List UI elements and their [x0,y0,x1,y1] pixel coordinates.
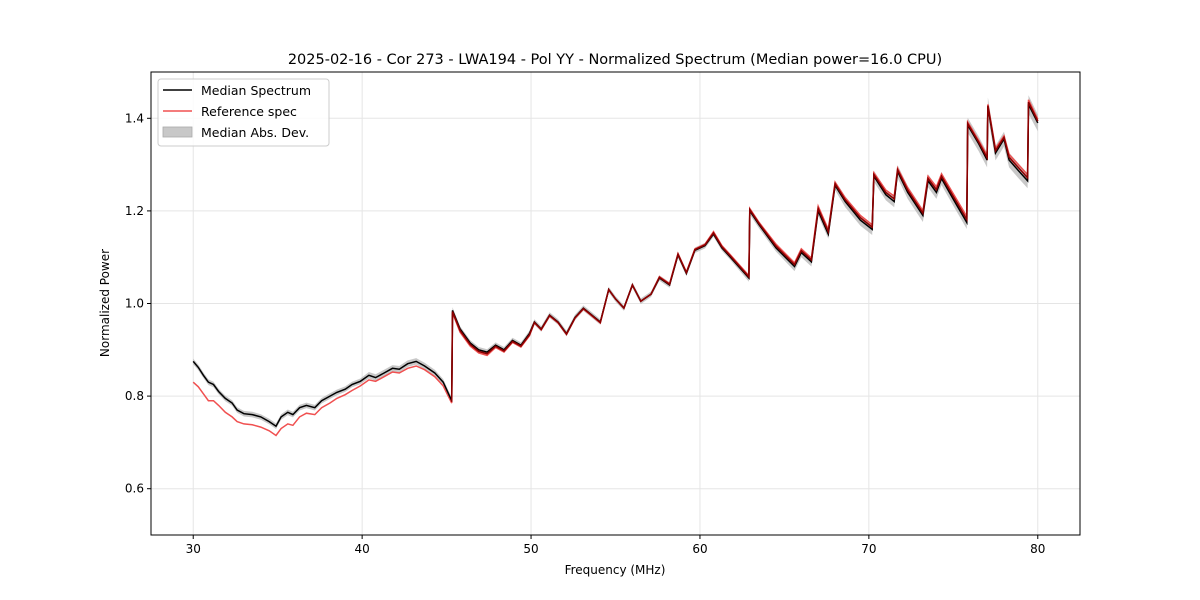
y-tick-label: 0.8 [125,389,144,403]
grid [151,72,1080,535]
y-tick-label: 1.4 [125,111,144,125]
y-tick-label: 1.2 [125,204,144,218]
x-tick-label: 60 [692,542,707,556]
legend-label-median: Median Spectrum [201,83,311,98]
legend-label-reference: Reference spec [201,104,297,119]
x-tick-label: 70 [861,542,876,556]
x-tick-label: 50 [523,542,538,556]
series-overlap-shade [450,101,1039,402]
y-tick-label: 1.0 [125,297,144,311]
x-axis: 30 40 50 60 70 80 [186,535,1045,556]
legend: Median Spectrum Reference spec Median Ab… [157,78,330,147]
legend-box [157,78,330,147]
x-tick-label: 40 [354,542,369,556]
plot-area [192,95,1039,437]
x-tick-label: 80 [1030,542,1045,556]
legend-label-mad: Median Abs. Dev. [201,125,309,140]
x-tick-label: 30 [186,542,201,556]
x-axis-label: Frequency (MHz) [565,563,666,577]
y-axis-label: Normalized Power [98,249,112,357]
y-tick-label: 0.6 [125,482,144,496]
legend-swatch-mad [162,126,193,138]
y-axis: 0.6 0.8 1.0 1.2 1.4 [125,111,151,496]
chart-title: 2025-02-16 - Cor 273 - LWA194 - Pol YY -… [288,52,942,68]
